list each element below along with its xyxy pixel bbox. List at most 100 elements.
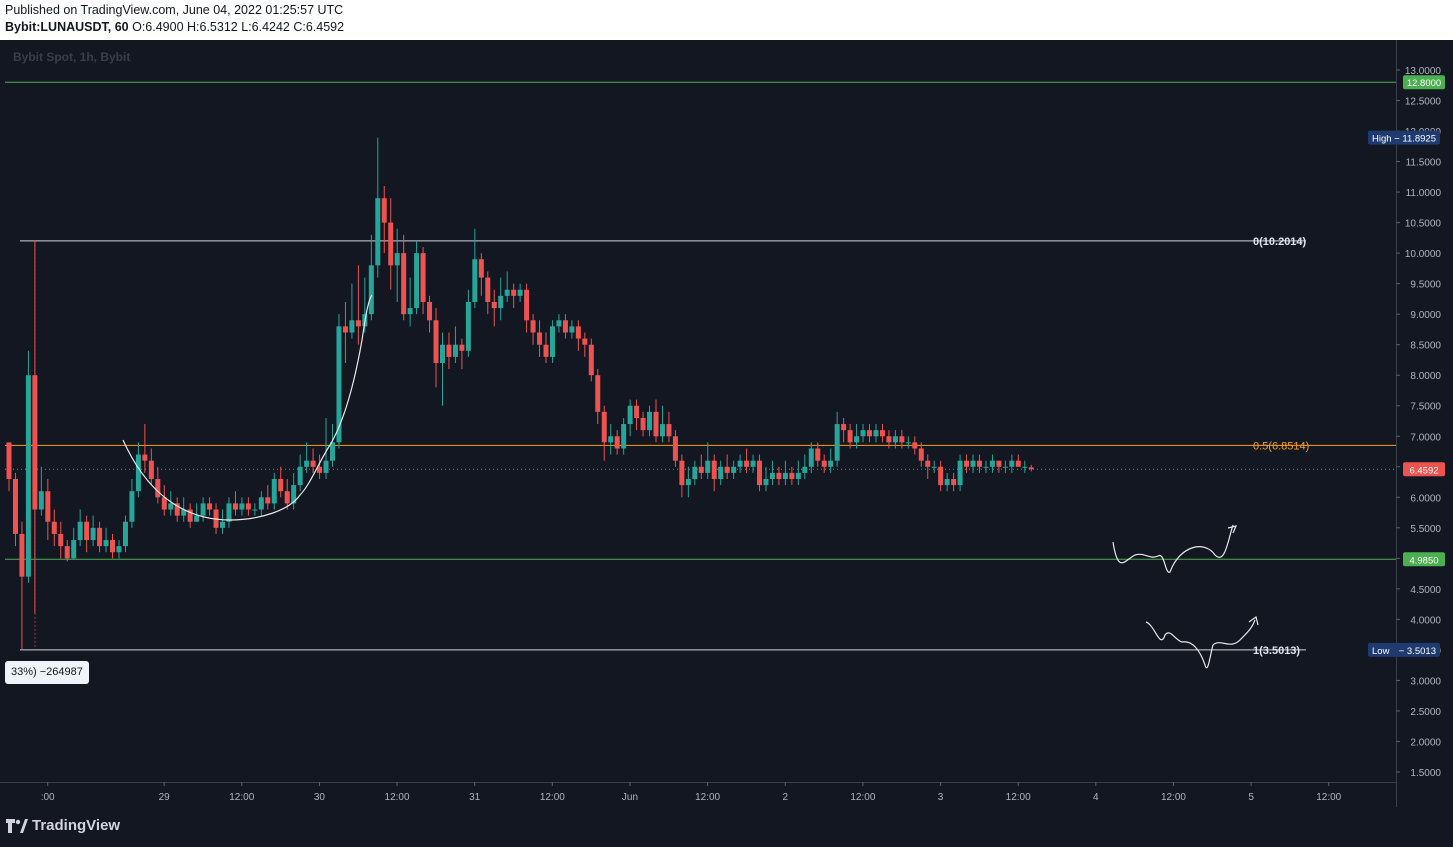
candle-body [135,454,141,492]
price-scale[interactable] [1396,40,1453,807]
high-badge [1368,130,1440,145]
tradingview-logo[interactable]: TradingView [6,817,120,834]
candle-body [452,344,458,357]
candle-body [207,503,213,510]
candle-body [278,478,284,492]
high-badge-price: − 11.8925 [1394,134,1436,145]
candle-body [582,338,588,345]
candle-body [271,478,277,504]
candle-body [265,497,271,504]
price-tick-label: 7.5000 [1410,402,1441,413]
price-tick-label: 8.0000 [1410,371,1441,382]
candle-body [575,326,581,339]
candle-body [679,460,685,486]
time-tick-label: :00 [41,792,55,803]
projection-path-lower [1145,619,1256,669]
candle-body [647,411,653,431]
price-tick-label: 6.0000 [1410,493,1441,504]
price-tick-label: 11.0000 [1406,188,1442,199]
candle-body [951,478,957,486]
candle-body [834,424,840,461]
plot-area[interactable] [5,40,1396,782]
price-tick-label: 10.5000 [1405,219,1442,230]
time-tick-label: 12:00 [850,792,875,803]
candle-body [187,509,193,522]
candle-body [815,448,821,461]
fib-level-label: 1(3.5013) [1253,645,1300,657]
candle-body [427,301,433,321]
level-price-label: 4.9850 [1409,555,1438,566]
time-tick-label: 12:00 [540,792,565,803]
candle-body [685,478,691,486]
candle-body [744,460,750,467]
time-scale[interactable] [0,782,1396,807]
low-badge-label: Low [1372,646,1390,657]
candle-body [782,472,788,479]
price-tick-label: 1.5000 [1410,768,1441,779]
candle-body [504,289,510,296]
candle-body [892,436,898,443]
level-price-badge [1403,75,1445,90]
candle-body [355,320,361,327]
candle-body [226,503,232,522]
candle-body [194,515,200,522]
symbol-ohlc-line: Bybit:LUNAUSDT, 60 O:6.4900 H:6.5312 L:6… [5,20,344,34]
candle-body [627,405,633,425]
candle-body [757,460,763,486]
time-tick-label: 2 [782,792,788,803]
candle-body [925,460,931,467]
candle-body [763,478,769,486]
price-tick-label: 9.0000 [1410,310,1441,321]
candle-body [860,430,866,437]
price-tick-label: 7.0000 [1410,432,1441,443]
candle-body [601,411,607,443]
price-tick-label: 3.0000 [1410,676,1441,687]
candle-body [692,466,698,479]
ohlc-values: O:6.4900 H:6.5312 L:6.4242 C:6.4592 [132,20,345,34]
candle-body [84,521,90,541]
candle-body [977,460,982,467]
candle-body [918,448,924,461]
price-tick-label: 2.5000 [1410,707,1441,718]
projection-arrow-lower [1248,615,1259,626]
price-tick-label: 11.5000 [1406,158,1442,169]
candle-body [737,460,743,467]
candle-body [1022,466,1028,468]
candle-body [776,472,782,479]
candle-body [6,442,12,479]
time-tick-label: 12:00 [1006,792,1031,803]
price-tick-label: 5.5000 [1410,524,1441,535]
candle-body [245,503,251,510]
time-tick-label: 3 [938,792,944,803]
volume-label: 33%) −264987 [5,661,89,684]
footer [0,807,1453,847]
candle-body [996,460,1002,467]
candle-body [964,460,970,467]
candle-body [608,436,614,443]
candle-body [802,466,808,473]
candle-body [478,259,484,278]
candle-body [899,436,905,443]
candle-body [110,540,116,553]
candle-body [239,503,245,510]
candle-body [847,430,853,443]
candle-body [220,521,226,528]
candle-body [698,466,704,473]
candle-body [666,424,672,437]
time-tick-label: 5 [1248,792,1254,803]
symbol-label: Bybit:LUNAUSDT, 60 [5,20,129,34]
candle-body [828,460,834,467]
fib-level-label: 0.5(6.8514) [1253,440,1309,452]
candle-body [672,436,678,461]
breakout-sketch [329,294,373,446]
candle-body [750,460,756,467]
candle-body [731,466,737,473]
candle-body [142,454,148,461]
candle-body [549,326,555,357]
candle-body [304,460,310,467]
candle-body [459,344,465,351]
candle-body [562,320,568,333]
last-price-label: 6.4592 [1409,465,1438,476]
time-tick-label: 4 [1093,792,1099,803]
candle-body [498,295,504,309]
